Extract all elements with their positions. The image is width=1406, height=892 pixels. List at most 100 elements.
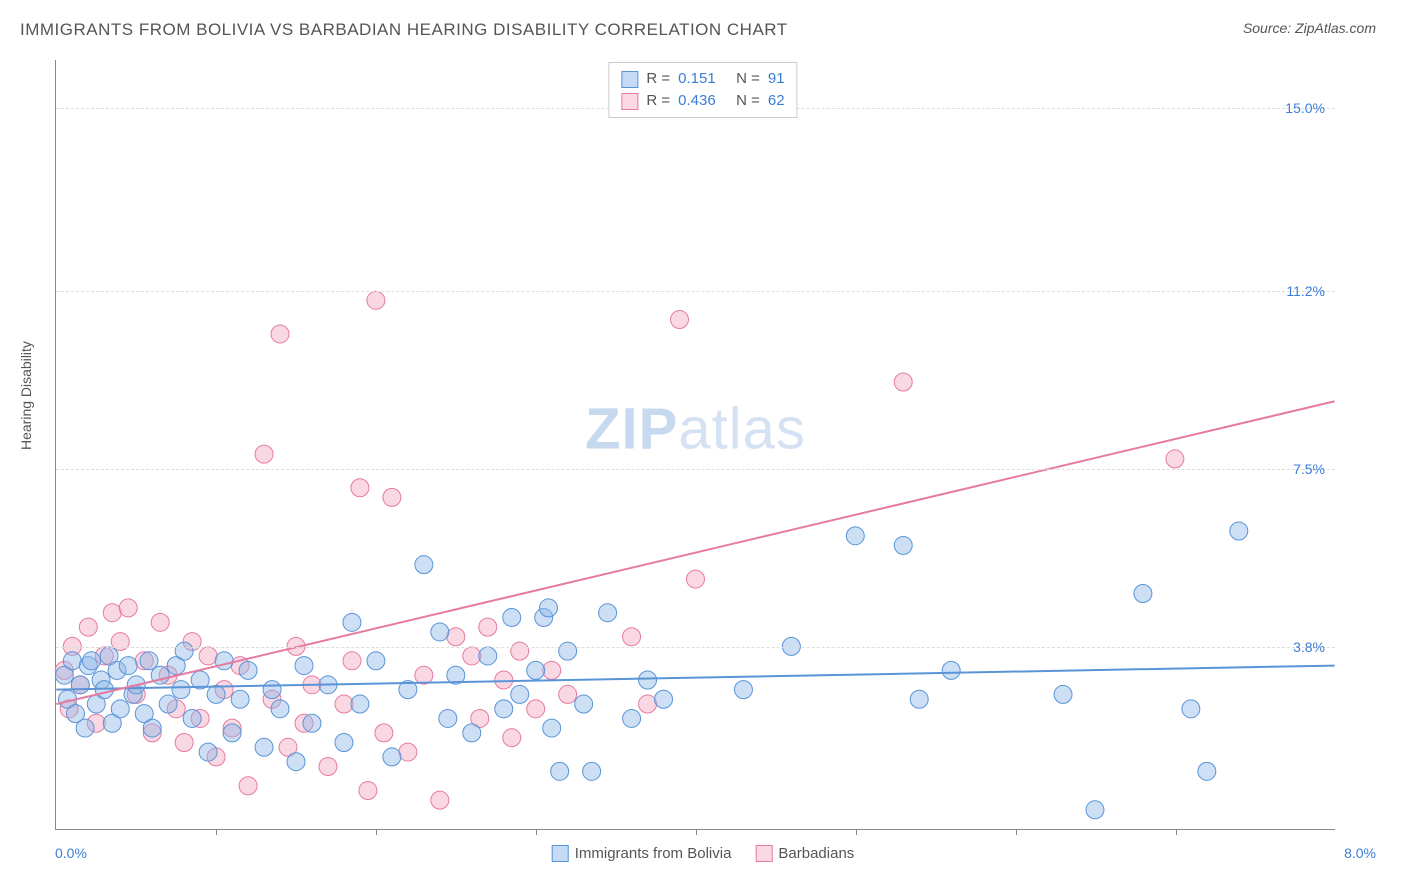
barbadians-point [175, 733, 193, 751]
barbadians-point [527, 700, 545, 718]
bolivia-point [207, 685, 225, 703]
gridline [56, 647, 1335, 648]
barbadians-point [399, 743, 417, 761]
barbadians-point [271, 325, 289, 343]
bolivia-point [655, 690, 673, 708]
barbadians-point [335, 695, 353, 713]
bolivia-point [894, 536, 912, 554]
barbadians-point [495, 671, 513, 689]
swatch-bolivia [621, 71, 638, 88]
bolivia-point [583, 762, 601, 780]
bolivia-point [215, 652, 233, 670]
bolivia-point [1134, 585, 1152, 603]
bolivia-point [383, 748, 401, 766]
bolivia-point [495, 700, 513, 718]
x-tick [536, 829, 537, 835]
bolivia-point [143, 719, 161, 737]
y-tick-label: 11.2% [1286, 283, 1325, 299]
bolivia-point [82, 652, 100, 670]
bolivia-point [511, 685, 529, 703]
barbadians-point [639, 695, 657, 713]
bolivia-point [910, 690, 928, 708]
barbadians-point [119, 599, 137, 617]
x-tick [696, 829, 697, 835]
barbadians-point [359, 782, 377, 800]
bolivia-point [111, 700, 129, 718]
barbadians-point [415, 666, 433, 684]
bolivia-point [343, 613, 361, 631]
bolivia-point [527, 661, 545, 679]
bolivia-point [183, 709, 201, 727]
bolivia-point [295, 657, 313, 675]
bolivia-point [503, 609, 521, 627]
bolivia-point [76, 719, 94, 737]
bolivia-point [367, 652, 385, 670]
bolivia-point [199, 743, 217, 761]
y-tick-label: 3.8% [1293, 639, 1325, 655]
bolivia-point [463, 724, 481, 742]
bolivia-point [1086, 801, 1104, 819]
bolivia-point [231, 690, 249, 708]
barbadians-point [151, 613, 169, 631]
bolivia-point [415, 556, 433, 574]
bolivia-point [303, 714, 321, 732]
barbadians-point [319, 758, 337, 776]
barbadians-point [199, 647, 217, 665]
n-value-bolivia: 91 [768, 68, 785, 90]
barbadians-point [559, 685, 577, 703]
x-tick [1176, 829, 1177, 835]
bolivia-point [431, 623, 449, 641]
barbadians-point [375, 724, 393, 742]
n-label: N = [736, 68, 760, 90]
barbadians-point [671, 311, 689, 329]
r-value-bolivia: 0.151 [678, 68, 728, 90]
y-axis-label: Hearing Disability [18, 341, 34, 450]
legend-label-bolivia: Immigrants from Bolivia [575, 845, 732, 862]
barbadians-point [687, 570, 705, 588]
bolivia-point [172, 681, 190, 699]
barbadians-point [383, 488, 401, 506]
barbadians-point [479, 618, 497, 636]
barbadians-point [463, 647, 481, 665]
barbadians-point [343, 652, 361, 670]
bolivia-point [540, 599, 558, 617]
bolivia-point [239, 661, 257, 679]
legend-item-barbadians: Barbadians [755, 845, 854, 862]
x-axis-max: 8.0% [1344, 845, 1376, 861]
bolivia-point [439, 709, 457, 727]
bolivia-point [734, 681, 752, 699]
chart-title: IMMIGRANTS FROM BOLIVIA VS BARBADIAN HEA… [20, 20, 788, 40]
bolivia-point [543, 719, 561, 737]
scatter-svg [56, 60, 1335, 829]
barbadians-point [239, 777, 257, 795]
barbadians-point [543, 661, 561, 679]
barbadians-trendline [56, 401, 1334, 704]
swatch-barbadians [621, 93, 638, 110]
bolivia-point [551, 762, 569, 780]
bolivia-point [846, 527, 864, 545]
swatch-barbadians [755, 845, 772, 862]
barbadians-point [447, 628, 465, 646]
barbadians-point [503, 729, 521, 747]
r-label: R = [646, 90, 670, 112]
bolivia-point [623, 709, 641, 727]
barbadians-point [367, 291, 385, 309]
bolivia-point [599, 604, 617, 622]
bolivia-point [175, 642, 193, 660]
bolivia-point [223, 724, 241, 742]
plot-area: ZIPatlas 3.8%7.5%11.2%15.0% [55, 60, 1335, 830]
barbadians-point [623, 628, 641, 646]
y-tick-label: 7.5% [1293, 461, 1325, 477]
r-label: R = [646, 68, 670, 90]
x-tick [1016, 829, 1017, 835]
barbadians-point [79, 618, 97, 636]
bolivia-point [1054, 685, 1072, 703]
source-attribution: Source: ZipAtlas.com [1243, 20, 1376, 36]
barbadians-point [351, 479, 369, 497]
bolivia-point [479, 647, 497, 665]
barbadians-point [894, 373, 912, 391]
legend-row-barbadians: R = 0.436 N = 62 [621, 90, 784, 112]
bolivia-point [1198, 762, 1216, 780]
legend-item-bolivia: Immigrants from Bolivia [552, 845, 732, 862]
bolivia-point [263, 681, 281, 699]
